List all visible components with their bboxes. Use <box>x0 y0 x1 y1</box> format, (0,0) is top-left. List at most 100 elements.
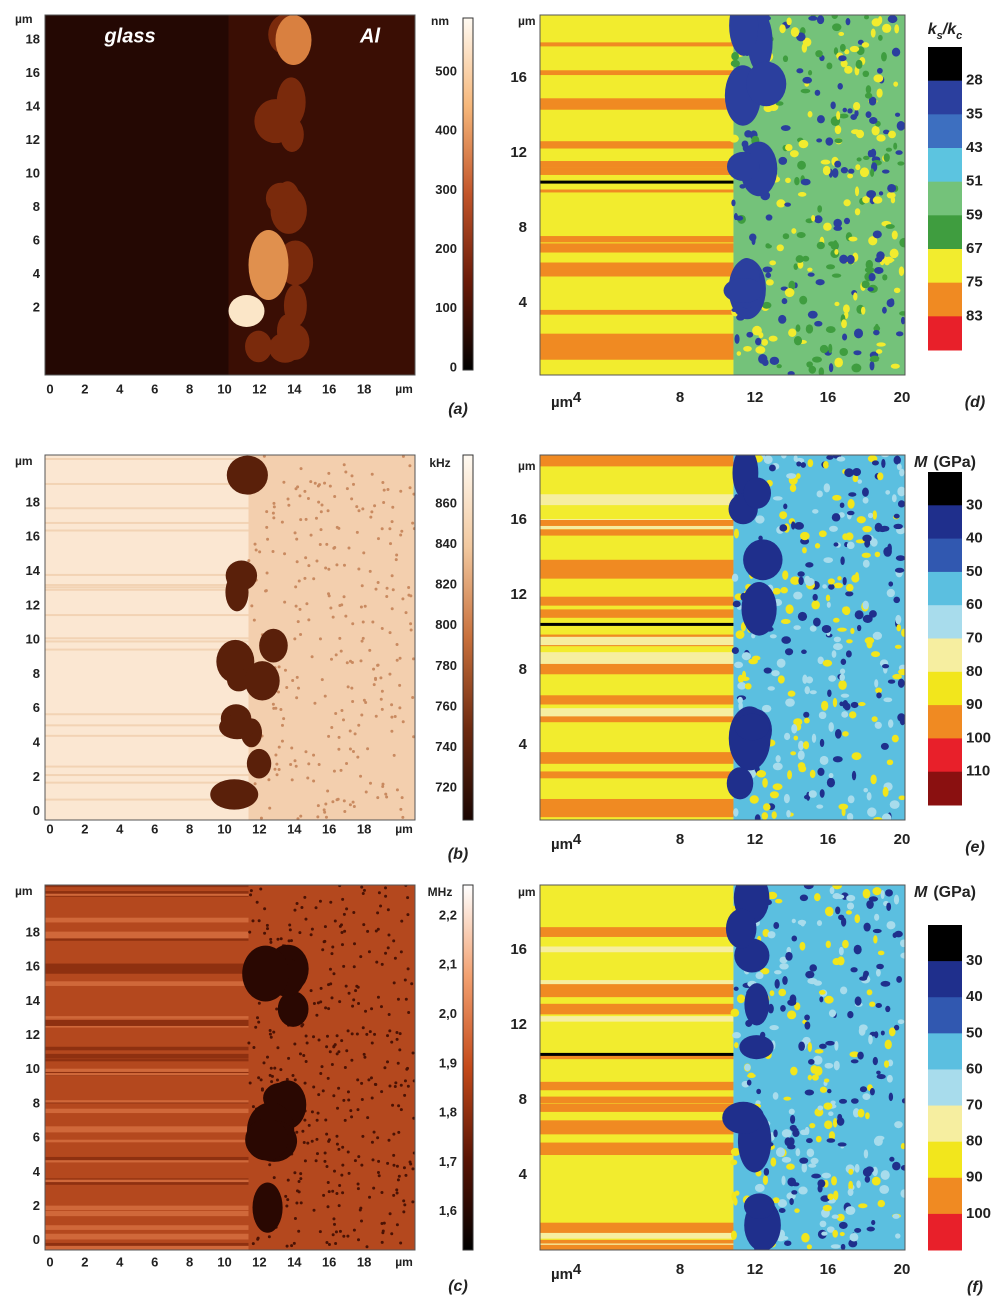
texture <box>897 161 905 166</box>
x-tick-label: 10 <box>217 381 231 396</box>
texture <box>374 676 378 680</box>
colorbar-tick-label: 1,9 <box>439 1055 457 1070</box>
texture <box>858 701 866 707</box>
texture <box>540 811 734 818</box>
texture <box>386 946 390 950</box>
texture <box>881 455 889 458</box>
y-unit: µm <box>518 885 536 899</box>
texture <box>276 690 280 694</box>
texture <box>781 298 788 305</box>
y-tick-label: 18 <box>26 31 40 46</box>
texture <box>803 711 810 718</box>
texture <box>795 1148 801 1157</box>
annotation: glass <box>103 25 155 47</box>
texture <box>788 328 797 337</box>
texture <box>886 1074 893 1083</box>
texture <box>814 893 821 902</box>
texture <box>45 1182 249 1185</box>
texture <box>899 468 905 477</box>
texture <box>876 134 886 142</box>
texture <box>359 605 363 609</box>
texture <box>826 264 836 270</box>
texture <box>869 610 877 618</box>
texture <box>743 345 752 352</box>
texture <box>787 690 796 697</box>
texture <box>822 584 827 589</box>
texture <box>269 1066 273 1070</box>
texture <box>352 911 356 915</box>
texture <box>335 1134 339 1138</box>
colorbar <box>462 884 474 1251</box>
colorbar-band <box>928 505 962 540</box>
texture <box>802 255 810 262</box>
texture <box>323 939 327 943</box>
y-tick-label: 4 <box>519 294 528 311</box>
texture <box>838 946 844 956</box>
texture <box>831 15 838 19</box>
texture <box>762 301 772 309</box>
texture <box>344 614 348 618</box>
texture <box>901 628 905 637</box>
texture <box>841 807 846 817</box>
texture <box>381 480 385 484</box>
texture <box>772 1197 780 1204</box>
texture <box>353 942 357 946</box>
colorbar-title-part: /k <box>942 21 957 38</box>
texture <box>814 215 823 224</box>
texture <box>357 509 361 513</box>
texture <box>370 1041 374 1045</box>
texture <box>893 81 899 87</box>
texture <box>819 996 824 1003</box>
texture <box>351 622 355 626</box>
texture <box>872 928 882 934</box>
texture <box>404 997 408 1001</box>
texture <box>881 51 887 62</box>
texture <box>280 520 284 524</box>
texture <box>359 659 363 663</box>
texture <box>809 690 817 695</box>
texture <box>540 114 734 119</box>
colorbar-tick-label: 2,2 <box>439 907 457 922</box>
texture <box>776 199 786 208</box>
texture <box>330 1062 334 1066</box>
texture <box>824 995 834 1004</box>
texture <box>306 776 310 780</box>
texture <box>812 593 818 601</box>
texture <box>274 753 278 757</box>
texture <box>402 1166 406 1170</box>
texture <box>877 1199 886 1208</box>
texture <box>321 948 325 952</box>
texture <box>45 931 249 937</box>
texture <box>330 952 334 956</box>
y-tick-label: 12 <box>510 1016 527 1033</box>
x-tick-label: 0 <box>46 821 53 836</box>
y-tick-label: 16 <box>26 959 40 974</box>
y-tick-label: 12 <box>26 597 40 612</box>
texture <box>296 620 300 624</box>
texture <box>868 96 877 106</box>
texture <box>755 515 765 524</box>
texture <box>367 950 371 954</box>
texture <box>859 167 870 178</box>
x-unit: µm <box>551 836 573 853</box>
texture <box>379 904 383 908</box>
x-tick-label: 16 <box>820 831 837 848</box>
texture <box>856 1180 861 1189</box>
texture <box>816 115 825 124</box>
texture <box>851 752 862 761</box>
x-unit: µm <box>551 1266 573 1283</box>
texture <box>275 773 279 777</box>
texture <box>272 516 276 520</box>
texture <box>370 1140 374 1144</box>
texture <box>315 559 319 563</box>
texture <box>394 1081 398 1085</box>
texture <box>847 499 855 509</box>
texture <box>269 1035 273 1039</box>
texture <box>248 230 289 300</box>
texture <box>738 701 743 711</box>
y-tick-label: 8 <box>33 1095 40 1110</box>
colorbar-band <box>928 1033 962 1070</box>
texture <box>362 1052 366 1056</box>
